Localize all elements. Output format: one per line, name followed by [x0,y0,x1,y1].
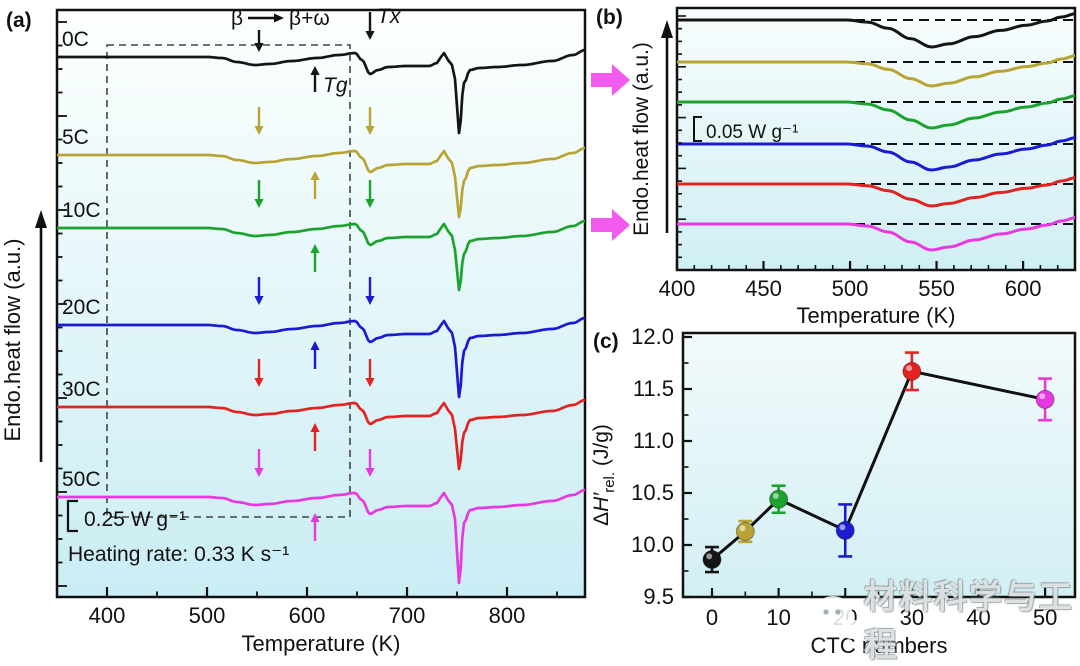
dsc-curve-20C [57,316,585,399]
dsc-curve-zoom-20C [677,136,1075,172]
dsc-curve-5C [57,146,585,219]
x-tick-label: 10 [766,605,790,630]
x-tick-label: 400 [89,603,126,628]
x-tick-label: 700 [389,603,426,628]
scale-bar-label: 0.05 W g⁻¹ [706,122,798,143]
panel-c-label: (c) [593,330,619,353]
x-tick-label: 500 [832,276,869,301]
panel-b-y-axis-label: Endo.heat flow (a.u.) [630,42,653,236]
data-point-ctc-10 [769,489,789,509]
data-point-ctc-50 [1035,389,1055,409]
transition-arrow [310,66,320,92]
y-tick-label: 12.0 [631,324,674,349]
zoom-region-dashed-box [106,44,351,518]
x-tick-label: 40 [966,605,990,630]
dsc-curve-10C [57,219,585,292]
dsc-curve-zoom-10C [677,94,1075,130]
highlight-arrow-bottom [591,209,630,241]
panel-b-y-axis-arrow [661,20,673,233]
transition-arrow [365,12,375,40]
dsc-curve-0C [57,48,585,135]
transition-arrow [365,107,375,135]
transition-arrow [365,449,375,477]
curve-label-30C: 30C [62,378,101,401]
x-tick-label: 0 [706,605,718,630]
dsc-curve-zoom-30C [677,176,1075,208]
data-point-ctc-5 [735,521,755,541]
transition-arrow [310,513,320,541]
transition-arrow [365,180,375,208]
scale-bar-bracket [66,499,78,533]
y-tick-label: 10.0 [631,532,674,557]
x-tick-label: 550 [918,276,955,301]
x-tick-label: 600 [1005,276,1042,301]
x-tick-label: 800 [489,603,526,628]
y-tick-label: 10.5 [631,480,674,505]
panel-c-enthalpy-chart: 9.510.010.511.011.512.001020304050 (c) Δ… [590,324,1077,658]
beta-omega-phase-label: β+ω [289,7,330,30]
x-tick-label: 50 [1033,605,1057,630]
panel-a-y-axis-arrow [35,210,47,462]
dsc-curve-zoom-0C [677,12,1075,49]
tx-label: Tx [377,5,402,28]
heating-rate-label: Heating rate: 0.33 K s⁻¹ [68,543,289,566]
y-tick-label: 9.5 [643,584,674,609]
panel-c-y-axis-label: ΔH′rel. (J/g) [590,424,618,526]
beta-phase-label: β [231,7,243,30]
transition-arrow [310,244,320,272]
tg-label: Tg [323,74,348,97]
panel-a-y-axis-label: Endo.heat flow (a.u.) [0,238,25,441]
panel-b-enlarged-dsc-chart: 400 450 500 550 600 (b) Endo.heat flow (a.u.… [591,6,1077,328]
highlight-arrow-top [591,64,630,96]
y-tick-label: 11.0 [633,428,674,453]
panel-b-plot-area [675,6,1077,272]
x-tick-label: 600 [289,603,326,628]
wechat-icon [813,596,861,639]
curve-label-50C: 50C [62,468,101,491]
transition-arrow [254,30,264,52]
transition-arrow [365,277,375,305]
transition-arrow [310,423,320,451]
transition-arrow [365,359,375,387]
transition-arrow [254,277,264,305]
dsc-curve-30C [57,398,585,471]
curve-label-20C: 20C [62,296,101,319]
curve-label-5C: 5C [62,126,89,149]
watermark-text: 材料科学与工程 [864,578,1074,663]
transition-arrow [254,449,264,477]
transition-arrow [254,180,264,208]
x-tick-label: 450 [745,276,782,301]
dsc-curve-50C [57,488,585,585]
curve-label-10C: 10C [62,199,101,222]
scale-bar-bracket [693,116,702,142]
x-tick-label: 30 [900,605,924,630]
dsc-curve-zoom-50C [677,216,1075,252]
panel-a-dsc-chart: 400 500 600 700 800 0C 5C 10C 20C 30C 50C (a) Endo… [0,5,587,656]
panel-c-x-axis-label: CTC numbers [811,633,948,658]
transition-arrow [310,171,320,199]
x-tick-label: 400 [659,276,696,301]
x-tick-label: 500 [189,603,226,628]
transition-arrow [254,359,264,387]
beta-transition-arrow [248,13,284,23]
panel-a-label: (a) [6,9,32,32]
dsc-curve-zoom-5C [677,54,1075,88]
y-tick-label: 11.5 [633,376,674,401]
data-point-ctc-20 [835,520,855,540]
watermark: 材料科学与工程 [810,570,1080,666]
panel-c-plot-area [681,331,1077,599]
data-point-ctc-30 [902,361,922,381]
curve-label-0C: 0C [62,28,89,51]
panel-b-label: (b) [596,6,623,29]
panel-a-x-axis-label: Temperature (K) [242,631,401,656]
panel-a-plot-area [55,8,587,599]
transition-arrow [310,341,320,369]
scale-bar-label: 0.25 W g⁻¹ [84,508,186,531]
data-point-ctc-0 [702,550,722,570]
transition-arrow [254,107,264,135]
panel-b-x-axis-label: Temperature (K) [797,303,956,328]
